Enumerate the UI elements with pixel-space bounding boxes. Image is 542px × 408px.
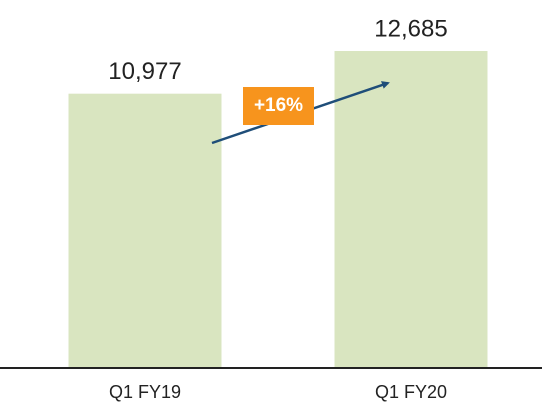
bar — [68, 93, 222, 368]
annotation: +16% — [254, 95, 303, 116]
x-tick-label: Q1 FY19 — [109, 382, 181, 402]
value-label: 10,977 — [108, 58, 181, 85]
bar — [334, 51, 488, 368]
annotation-box — [243, 87, 314, 125]
x-tick-label: Q1 FY20 — [375, 382, 447, 402]
value-label: 12,685 — [374, 15, 447, 42]
